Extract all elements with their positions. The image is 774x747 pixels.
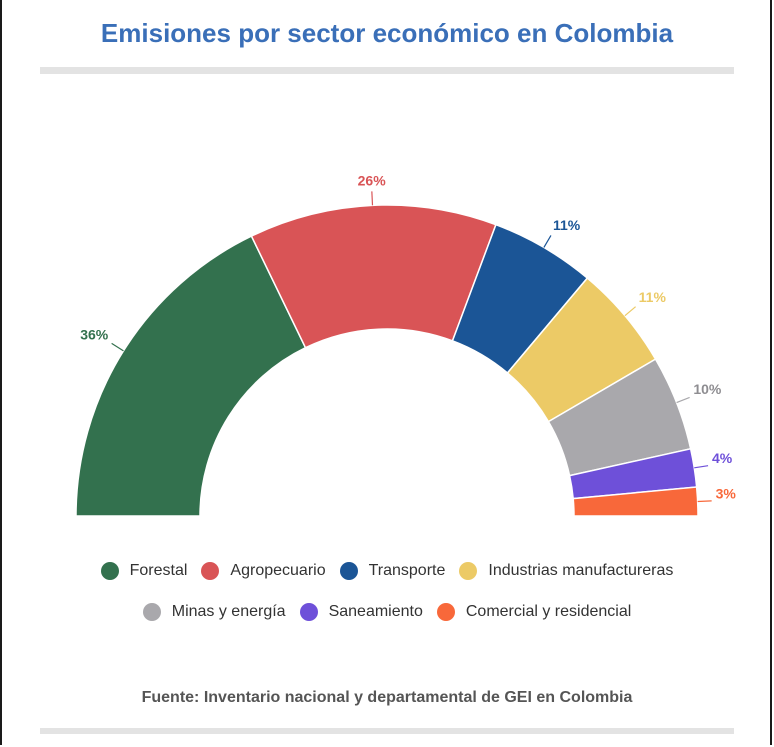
legend-label: Comercial y residencial [465, 603, 632, 620]
legend-swatch [436, 603, 455, 621]
legend-label: Agropecuario [230, 562, 326, 579]
leader-line [371, 191, 374, 206]
legend-label: Transporte [368, 562, 446, 579]
legend-row-2: Minas y energía Saneamiento Comercial y … [0, 603, 774, 621]
data-label: 11% [639, 289, 667, 305]
legend-swatch [459, 562, 478, 580]
legend-item-forestal: Forestal [100, 562, 188, 580]
legend-swatch [339, 562, 358, 580]
legend-item-saneamiento: Saneamiento [299, 603, 423, 621]
leader-line [624, 306, 636, 317]
leader-line [694, 465, 709, 469]
legend-item-agropecuario: Agropecuario [201, 562, 326, 580]
title-divider [40, 67, 734, 74]
bottom-divider [40, 728, 734, 734]
legend-item-minas: Minas y energía [142, 603, 286, 621]
source-note: Fuente: Inventario nacional y departamen… [141, 689, 633, 706]
slice-forestal [75, 235, 307, 517]
legend-row-1: Forestal Agropecuario Transporte Industr… [0, 562, 774, 580]
data-label: 26% [358, 172, 387, 188]
legend-label: Industrias manufactureras [488, 562, 674, 579]
data-label: 10% [693, 381, 722, 397]
legend-swatch [142, 603, 161, 621]
leader-line [676, 396, 690, 404]
chart-title: Emisiones por sector económico en Colomb… [100, 18, 674, 48]
legend-swatch [201, 562, 220, 580]
data-label: 3% [716, 486, 737, 502]
legend-swatch [299, 603, 318, 621]
slice-comercial-y-residencial [572, 486, 699, 517]
legend-label: Forestal [129, 562, 188, 579]
data-label: 11% [553, 217, 581, 233]
semi-donut-chart: 36% 26% 11% 11% 10% 4% 3% [75, 172, 737, 517]
legend-label: Minas y energía [171, 603, 286, 620]
data-label: 36% [80, 326, 109, 342]
leader-line [111, 342, 124, 352]
legend-item-industrias: Industrias manufactureras [459, 562, 673, 580]
data-label: 4% [712, 450, 733, 466]
legend-item-comercial: Comercial y residencial [436, 603, 632, 621]
legend-item-transporte: Transporte [339, 562, 446, 580]
legend-swatch [100, 562, 119, 580]
leader-line [543, 235, 552, 248]
legend-label: Saneamiento [328, 603, 423, 620]
leader-line [697, 500, 712, 503]
